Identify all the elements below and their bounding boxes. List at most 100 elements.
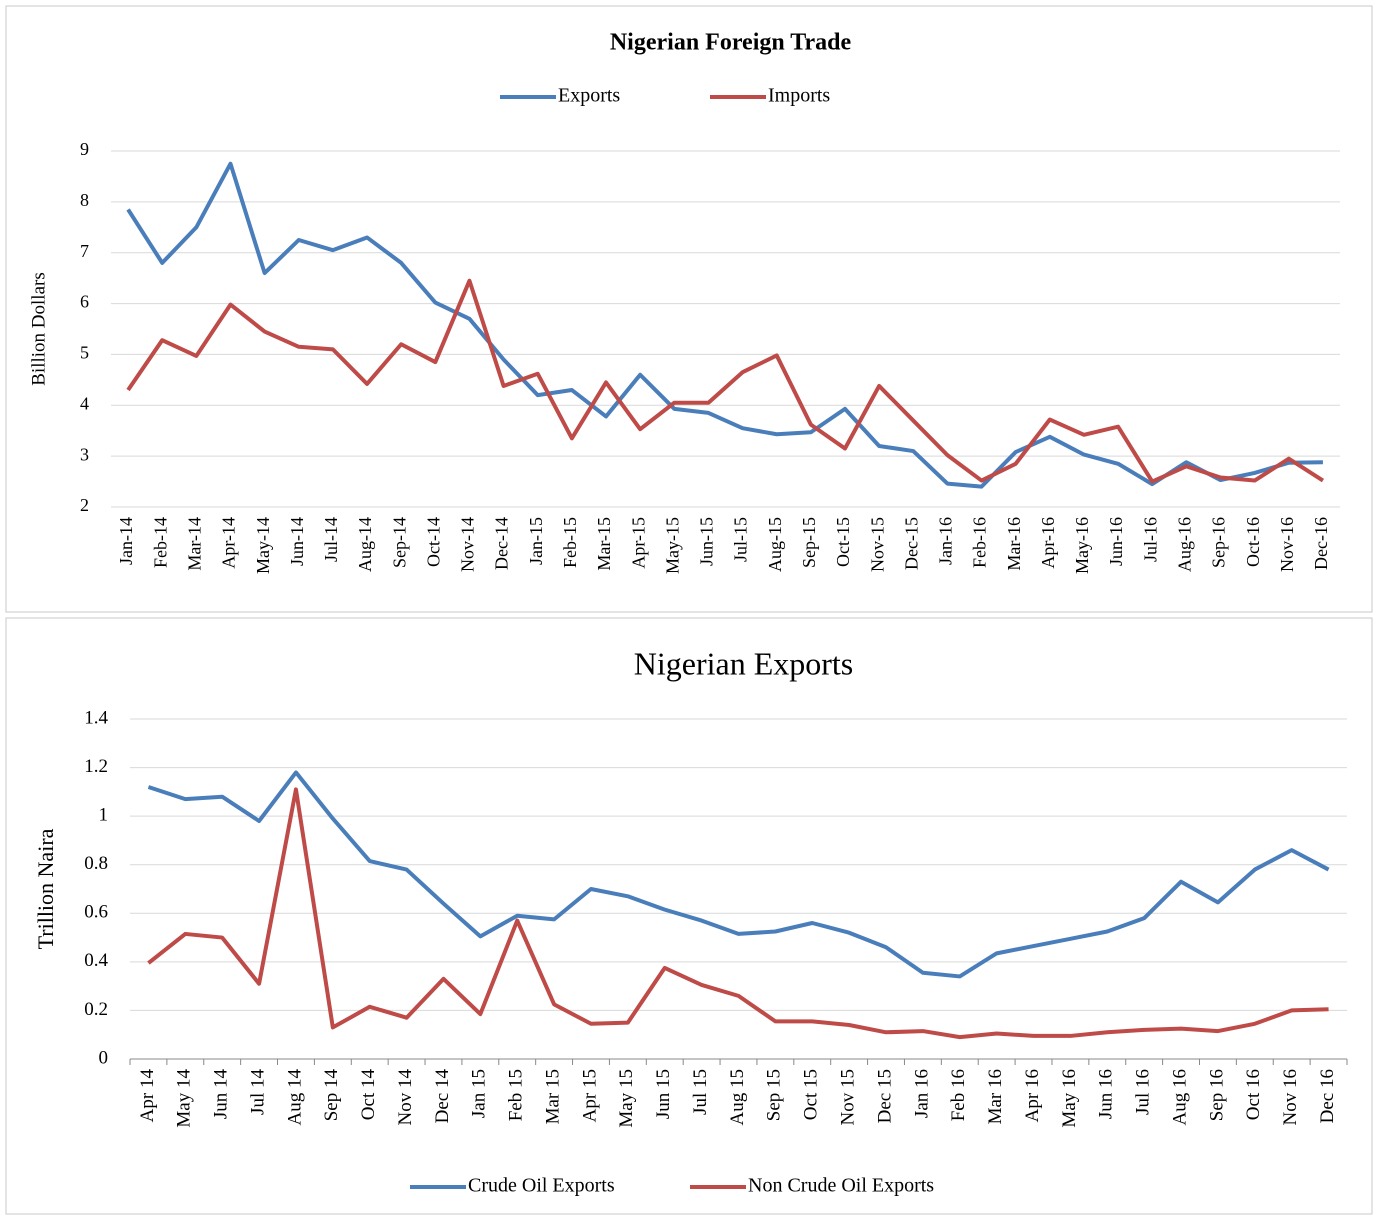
x-tick-label: May-15: [662, 517, 682, 574]
x-tick-label: Apr 16: [1022, 1069, 1043, 1122]
y-tick-label: 8: [80, 190, 89, 210]
x-tick-label: Apr 14: [137, 1069, 158, 1123]
x-tick-label: Jul-16: [1140, 517, 1160, 562]
y-tick-label: 1.2: [84, 756, 108, 777]
x-tick-label: Jul-14: [321, 517, 341, 562]
x-tick-label: Feb-16: [970, 517, 990, 568]
series-line: [126, 161, 1323, 489]
x-tick-label: Mar 16: [985, 1069, 1006, 1124]
x-tick-label: Jan 16: [911, 1069, 932, 1118]
x-tick-label: Jun-16: [1106, 517, 1126, 566]
x-tick-label: Aug-16: [1175, 517, 1195, 572]
x-tick-label: Jun 15: [653, 1069, 674, 1119]
x-tick-label: Jun-14: [287, 517, 307, 566]
x-tick-label: Apr-16: [1038, 517, 1058, 569]
x-tick-label: Oct-16: [1243, 517, 1263, 567]
x-tick-label: Mar-16: [1004, 517, 1024, 571]
x-tick-label: Aug 15: [727, 1069, 748, 1125]
x-tick-label: Dec 16: [1317, 1069, 1338, 1123]
y-tick-label: 1.4: [84, 707, 108, 728]
x-tick-label: Jul 16: [1133, 1069, 1154, 1115]
x-tick-label: Jan-16: [936, 517, 956, 565]
legend-label: Exports: [558, 85, 620, 107]
y-axis-label: Trillion Naira: [33, 828, 58, 949]
x-tick-label: Jan-15: [526, 517, 546, 565]
y-tick-label: 0.6: [84, 902, 108, 923]
x-tick-label: Jul 15: [690, 1069, 711, 1115]
x-tick-label: Jul 14: [247, 1069, 268, 1115]
y-tick-label: 6: [80, 292, 89, 312]
legend-label: Non Crude Oil Exports: [748, 1175, 934, 1197]
x-tick-label: Jun-15: [697, 517, 717, 566]
x-tick-label: Sep-14: [389, 517, 409, 568]
x-tick-label: Mar 15: [542, 1069, 563, 1124]
x-tick-label: Nov 14: [395, 1069, 416, 1126]
x-tick-label: May-16: [1072, 517, 1092, 574]
x-tick-label: Jun 16: [1096, 1069, 1117, 1119]
x-tick-label: Apr-15: [628, 517, 648, 569]
legend-label: Crude Oil Exports: [468, 1175, 615, 1197]
x-tick-label: Oct-14: [423, 517, 443, 567]
x-tick-label: Mar-14: [184, 517, 204, 571]
y-tick-label: 0.2: [84, 999, 108, 1020]
x-tick-label: Feb 16: [948, 1069, 969, 1121]
x-tick-label: Sep 14: [321, 1069, 342, 1122]
x-tick-label: Feb-14: [150, 517, 170, 568]
x-tick-label: Dec 15: [874, 1069, 895, 1123]
x-tick-label: May 14: [174, 1069, 195, 1128]
x-tick-label: Oct 14: [358, 1069, 379, 1121]
chart-title: Nigerian Exports: [634, 645, 854, 681]
x-tick-label: Feb 15: [506, 1069, 527, 1121]
x-tick-label: Aug 16: [1169, 1069, 1190, 1125]
x-tick-label: Nov 16: [1280, 1069, 1301, 1125]
x-tick-label: Dec 14: [432, 1069, 453, 1124]
x-tick-label: Dec-16: [1311, 517, 1331, 570]
y-tick-label: 5: [80, 343, 89, 363]
x-tick-label: Mar-15: [594, 517, 614, 571]
y-tick-label: 2: [80, 495, 89, 515]
series-line: [126, 278, 1325, 484]
x-tick-label: Jul-15: [731, 517, 751, 562]
x-tick-label: Aug-14: [355, 517, 375, 572]
x-tick-label: Nov-15: [867, 517, 887, 572]
x-tick-label: Sep 15: [764, 1069, 785, 1121]
series-line: [147, 787, 1329, 1040]
x-tick-label: Nov 15: [837, 1069, 858, 1125]
x-tick-label: Dec-15: [901, 517, 921, 570]
x-tick-label: Nov-16: [1277, 517, 1297, 572]
x-tick-label: Oct 16: [1243, 1069, 1264, 1120]
x-tick-label: May-14: [253, 517, 273, 574]
panel: [5, 5, 1373, 613]
chart-title: Nigerian Foreign Trade: [610, 30, 852, 56]
x-tick-label: Jan-14: [116, 517, 136, 565]
x-tick-label: Oct 15: [801, 1069, 822, 1120]
y-tick-label: 9: [80, 139, 89, 159]
x-tick-label: Dec-14: [492, 517, 512, 570]
x-tick-label: Aug 14: [284, 1069, 305, 1126]
legend-label: Imports: [768, 85, 830, 107]
y-tick-label: 4: [80, 393, 89, 413]
x-tick-label: Oct-15: [833, 517, 853, 567]
x-tick-label: May 15: [616, 1069, 637, 1128]
x-tick-label: May 16: [1059, 1069, 1080, 1128]
x-tick-label: Aug-15: [765, 517, 785, 572]
x-tick-label: Nov-14: [458, 517, 478, 572]
x-tick-label: Sep-15: [799, 517, 819, 568]
x-tick-label: Jun 14: [211, 1069, 232, 1120]
x-tick-label: Sep 16: [1206, 1069, 1227, 1121]
y-tick-label: 0.8: [84, 853, 108, 874]
x-tick-label: Sep-16: [1209, 517, 1229, 568]
x-tick-label: Apr-14: [219, 517, 239, 569]
y-tick-label: 7: [80, 241, 89, 261]
y-tick-label: 3: [80, 444, 89, 464]
y-axis-label: Billion Dollars: [28, 272, 49, 385]
y-tick-label: 1: [99, 805, 109, 826]
y-tick-label: 0.4: [84, 950, 108, 971]
series-line: [147, 770, 1330, 979]
y-tick-label: 0: [99, 1047, 109, 1068]
x-tick-label: Apr 15: [579, 1069, 600, 1122]
x-tick-label: Jan 15: [469, 1069, 490, 1118]
x-tick-label: Feb-15: [560, 517, 580, 568]
